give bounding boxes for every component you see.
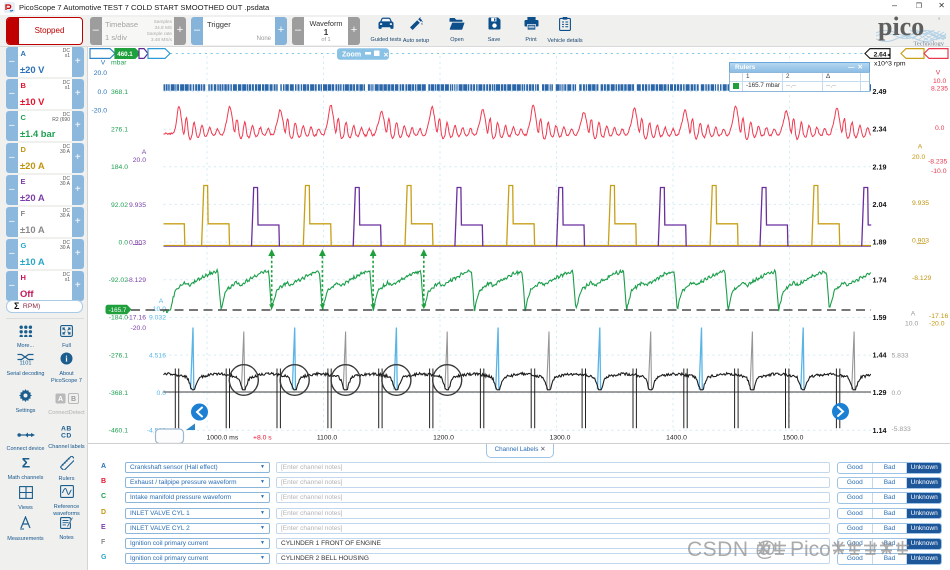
svg-text:-368.1: -368.1 (109, 390, 128, 397)
svg-text:8.235: 8.235 (931, 86, 948, 93)
svg-text:CD: CD (61, 432, 72, 438)
svg-text:-8.129: -8.129 (912, 275, 931, 282)
svg-text:1300.0: 1300.0 (550, 435, 571, 442)
svg-text:x10^3 rpm: x10^3 rpm (874, 61, 906, 68)
svg-text:V: V (936, 70, 941, 77)
svg-text:pico: pico (878, 12, 924, 41)
svg-text:-20.0: -20.0 (131, 325, 147, 332)
svg-text:0.903: 0.903 (129, 239, 146, 246)
svg-text:-92.02: -92.02 (109, 277, 128, 284)
svg-text:-17.16: -17.16 (127, 315, 146, 322)
svg-text:92.02: 92.02 (111, 202, 128, 209)
svg-text:460.1: 460.1 (117, 51, 133, 58)
svg-text:-20.0: -20.0 (92, 108, 108, 115)
svg-text:20.0: 20.0 (912, 154, 925, 161)
svg-text:10.0: 10.0 (905, 321, 918, 328)
svg-text:A: A (57, 396, 62, 403)
svg-text:-8.129: -8.129 (127, 277, 146, 284)
svg-text:1101: 1101 (19, 361, 31, 365)
svg-text:2.19: 2.19 (873, 162, 887, 171)
svg-text:0.0: 0.0 (935, 125, 945, 132)
svg-text:0.0: 0.0 (119, 239, 129, 246)
svg-text:B: B (70, 396, 75, 403)
svg-text:276.1: 276.1 (111, 126, 128, 133)
svg-text:0.0: 0.0 (157, 390, 167, 397)
svg-text:1100.0: 1100.0 (317, 435, 338, 442)
svg-text:1.89: 1.89 (873, 238, 887, 247)
svg-text:A: A (918, 144, 923, 151)
svg-text:9.935: 9.935 (129, 202, 146, 209)
svg-text:4.516: 4.516 (149, 352, 166, 359)
svg-text:9.935: 9.935 (912, 200, 929, 207)
svg-text:1400.0: 1400.0 (666, 435, 687, 442)
svg-text:Zoom: Zoom (342, 52, 361, 59)
svg-text:-5.833: -5.833 (892, 426, 911, 433)
svg-text:-165.7: -165.7 (109, 307, 127, 314)
svg-text:1.59: 1.59 (873, 313, 887, 322)
svg-text:0.903: 0.903 (912, 237, 929, 244)
svg-text:-184.0: -184.0 (109, 315, 128, 322)
svg-text:368.1: 368.1 (111, 89, 128, 96)
svg-text:-8.235: -8.235 (928, 159, 947, 166)
svg-text:+8.0 s: +8.0 s (253, 435, 272, 442)
svg-text:Technology: Technology (913, 41, 944, 47)
svg-text:1.44: 1.44 (873, 351, 887, 360)
svg-text:i: i (65, 354, 68, 363)
svg-text:A: A (142, 149, 147, 156)
svg-text:mbar: mbar (111, 60, 127, 67)
svg-text:20.0: 20.0 (133, 157, 146, 164)
svg-text:5.833: 5.833 (892, 352, 909, 359)
svg-text:-10.0: -10.0 (931, 168, 947, 175)
svg-text:A: A (911, 311, 916, 318)
svg-text:2.34: 2.34 (873, 125, 887, 134)
svg-text:V: V (101, 60, 106, 67)
svg-text:°: ° (938, 18, 941, 24)
svg-text:9.032: 9.032 (149, 315, 166, 322)
svg-text:-276.1: -276.1 (109, 352, 128, 359)
svg-text:◀: ◀ (887, 52, 891, 57)
svg-text:1200.0: 1200.0 (433, 435, 454, 442)
svg-text:0.0: 0.0 (98, 89, 108, 96)
svg-text:A: A (159, 298, 164, 305)
svg-text:-20.0: -20.0 (929, 321, 945, 328)
svg-text:1.14: 1.14 (873, 426, 887, 435)
svg-text:1500.0: 1500.0 (783, 435, 804, 442)
svg-text:2.04: 2.04 (873, 200, 887, 209)
svg-text:1.29: 1.29 (873, 388, 887, 397)
svg-text:10.0: 10.0 (153, 306, 166, 313)
svg-text:-460.1: -460.1 (109, 428, 128, 435)
svg-text:2.49: 2.49 (873, 87, 887, 96)
svg-text:184.0: 184.0 (111, 164, 128, 171)
svg-text:1000.0 ms: 1000.0 ms (207, 435, 239, 442)
svg-text:-17.16: -17.16 (929, 313, 948, 320)
svg-text:2.64: 2.64 (874, 51, 887, 58)
svg-text:10.0: 10.0 (933, 78, 946, 85)
svg-text:0.0: 0.0 (892, 390, 902, 397)
svg-text:20.0: 20.0 (94, 70, 107, 77)
svg-text:AB: AB (61, 425, 72, 432)
svg-text:✕: ✕ (383, 52, 389, 59)
svg-text:1.74: 1.74 (873, 275, 887, 284)
svg-text:Σ: Σ (21, 455, 29, 469)
